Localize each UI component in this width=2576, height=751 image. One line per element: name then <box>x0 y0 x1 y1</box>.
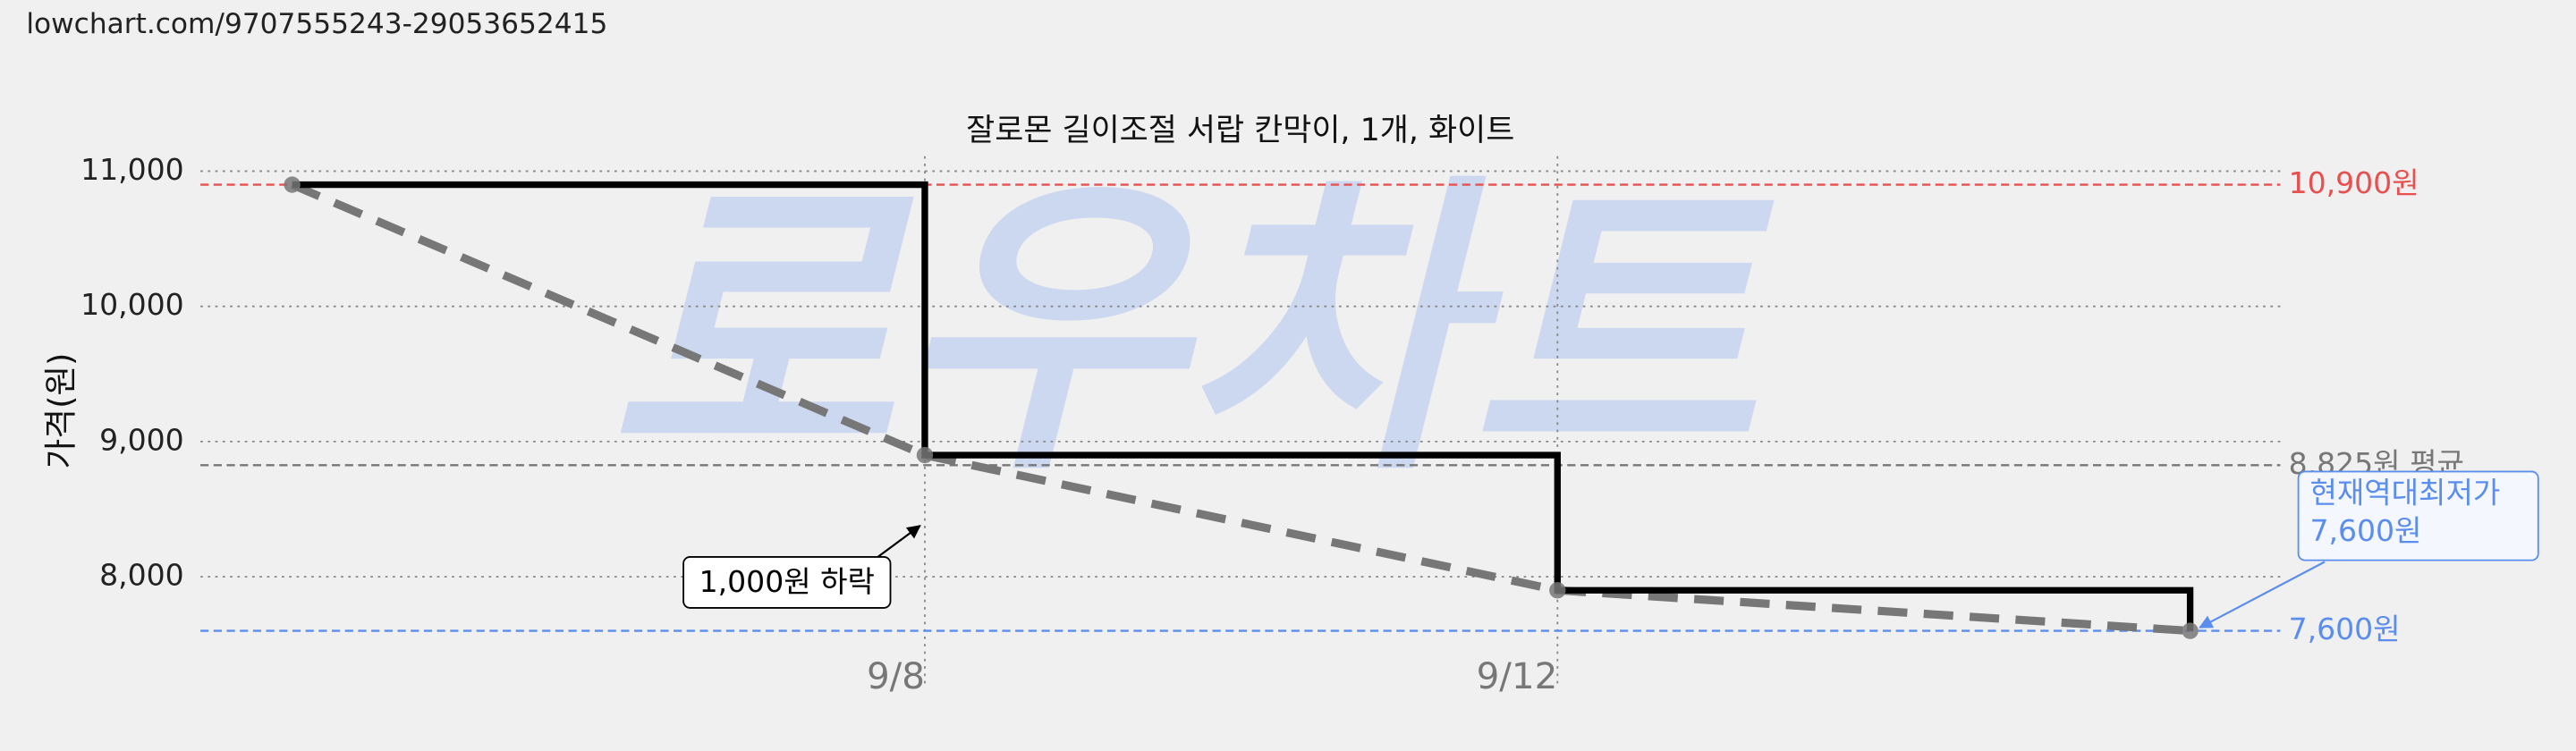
annotation-text: 현재역대최저가 <box>2309 476 2500 511</box>
annotation-box <box>682 556 892 609</box>
trend-line <box>290 181 2190 636</box>
annotation-text: 7,600원 <box>2309 513 2421 548</box>
reference-label: 7,600원 <box>2289 612 2401 646</box>
x-tick-label: 9/8 <box>867 654 925 697</box>
annotation-text: 1,000원 하락 <box>699 564 875 599</box>
reference-label: 10,900원 <box>2289 165 2419 200</box>
y-axis-label: 가격(원) <box>41 352 80 468</box>
y-tick-label: 8,000 <box>99 558 184 593</box>
y-tick-label: 10,000 <box>80 287 184 322</box>
url: lowchart.com/9707555243-29053652415 <box>26 8 607 40</box>
annotation-arrow <box>2199 561 2326 629</box>
y-tick-label: 9,000 <box>99 422 184 457</box>
price-point <box>1549 582 1566 599</box>
price-point <box>2182 622 2199 639</box>
annotation-box <box>2297 470 2539 561</box>
price-point <box>284 176 301 193</box>
chart-title: 잘로몬 길이조절 서랍 칸막이, 1개, 화이트 <box>966 113 1514 148</box>
price-point <box>916 446 934 464</box>
price-line <box>292 181 2194 631</box>
y-tick-label: 11,000 <box>80 152 184 187</box>
watermark: 로우차트 <box>608 150 1777 513</box>
x-tick-label: 9/12 <box>1477 654 1558 697</box>
annotation-arrow <box>875 525 921 560</box>
